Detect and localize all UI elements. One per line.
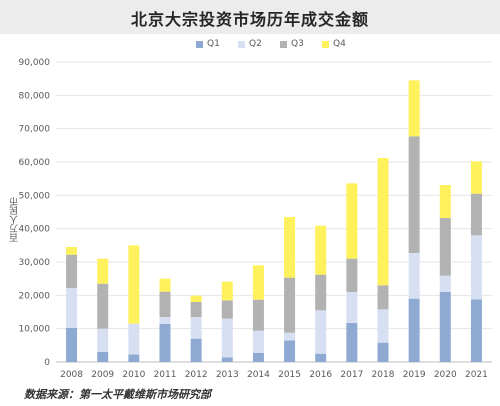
y-tick-label: 20,000 <box>19 291 51 301</box>
x-tick-label: 2009 <box>91 370 114 380</box>
bar-segment-q2-2015 <box>284 332 296 341</box>
bar-segment-q2-2021 <box>470 235 482 300</box>
x-tick-label: 2015 <box>278 370 301 380</box>
legend-item-q1: Q1 <box>196 38 220 50</box>
bar-segment-q3-2008 <box>66 254 78 288</box>
bar-segment-q4-2016 <box>315 225 327 275</box>
legend-swatch <box>196 40 203 48</box>
bar-segment-q2-2016 <box>315 310 327 354</box>
bar-segment-q2-2019 <box>408 253 420 299</box>
bar-segment-q3-2011 <box>159 291 171 317</box>
bar-segment-q2-2010 <box>128 323 140 355</box>
legend-swatch <box>280 40 287 48</box>
bar-segment-q1-2010 <box>128 354 140 362</box>
bar-segment-q4-2021 <box>470 161 482 194</box>
bar-segment-q2-2011 <box>159 317 171 324</box>
bar-segment-q1-2020 <box>439 292 451 362</box>
y-tick-label: 70,000 <box>19 125 51 135</box>
bar-segment-q4-2020 <box>439 185 451 218</box>
y-tick-label: 50,000 <box>19 191 51 201</box>
bar-segment-q1-2008 <box>66 328 78 362</box>
bar-segment-q4-2010 <box>128 245 140 324</box>
y-tick-label: 0 <box>44 358 50 368</box>
bar-segment-q3-2021 <box>470 193 482 236</box>
bar-segment-q4-2013 <box>221 281 233 301</box>
y-tick-label: 40,000 <box>19 225 51 235</box>
bar-segment-q2-2012 <box>190 317 202 339</box>
bar-segment-q4-2009 <box>97 258 109 284</box>
bar-segment-q3-2013 <box>221 300 233 319</box>
bar-segment-q3-2018 <box>377 285 389 310</box>
legend-item-q4: Q4 <box>322 38 346 50</box>
legend-item-q3: Q3 <box>280 38 304 50</box>
bar-segment-q1-2018 <box>377 342 389 362</box>
legend-label: Q4 <box>333 39 346 49</box>
x-tick-label: 2010 <box>122 370 145 380</box>
bar-segment-q3-2015 <box>284 277 296 333</box>
x-tick-label: 2017 <box>340 370 363 380</box>
bar-segment-q4-2012 <box>190 295 202 302</box>
bar-segment-q2-2020 <box>439 275 451 292</box>
x-tick-label: 2014 <box>247 370 270 380</box>
bar-segment-q4-2014 <box>252 265 264 300</box>
x-tick-label: 2016 <box>309 370 332 380</box>
bar-segment-q2-2013 <box>221 318 233 358</box>
y-tick-label: 10,000 <box>19 325 51 335</box>
bar-segment-q3-2016 <box>315 274 327 311</box>
legend-label: Q3 <box>291 39 304 49</box>
bar-segment-q4-2011 <box>159 278 171 292</box>
bar-segment-q1-2012 <box>190 338 202 362</box>
x-tick-label: 2020 <box>434 370 457 380</box>
title-bar <box>0 0 500 34</box>
bar-segment-q2-2018 <box>377 309 389 343</box>
x-tick-label: 2008 <box>60 370 83 380</box>
legend-item-q2: Q2 <box>238 38 262 50</box>
x-tick-label: 2021 <box>465 370 488 380</box>
chart-title: 北京大宗投资市场历年成交金额 <box>130 10 369 29</box>
bar-segment-q1-2017 <box>346 323 358 362</box>
y-tick-label: 90,000 <box>19 58 51 68</box>
bar-segment-q2-2009 <box>97 328 109 352</box>
x-tick-label: 2019 <box>403 370 426 380</box>
bar-segment-q3-2012 <box>190 302 202 317</box>
bar-segment-q1-2009 <box>97 352 109 362</box>
bar-segment-q3-2020 <box>439 218 451 276</box>
source-note: 数据来源：第一太平戴维斯市场研究部 <box>24 388 211 401</box>
y-tick-label: 30,000 <box>19 258 51 268</box>
x-tick-label: 2011 <box>154 370 177 380</box>
bar-segment-q3-2014 <box>252 299 264 331</box>
bar-segment-q2-2017 <box>346 292 358 323</box>
bar-segment-q1-2021 <box>470 299 482 362</box>
bar-segment-q4-2019 <box>408 80 420 137</box>
bar-segment-q1-2019 <box>408 298 420 362</box>
legend: Q1 Q2 Q3 Q4 <box>0 38 500 52</box>
bar-segment-q2-2014 <box>252 330 264 353</box>
y-tick-label: 60,000 <box>19 158 51 168</box>
y-axis-label: 百万人民币 <box>10 197 20 243</box>
legend-swatch <box>322 40 329 48</box>
legend-swatch <box>238 40 245 48</box>
x-tick-label: 2018 <box>372 370 395 380</box>
bar-segment-q3-2019 <box>408 136 420 253</box>
bar-segment-q1-2011 <box>159 324 171 362</box>
bar-segment-q3-2009 <box>97 283 109 329</box>
bar-segment-q1-2013 <box>221 357 233 362</box>
y-tick-label: 80,000 <box>19 91 51 101</box>
bar-segment-q4-2015 <box>284 217 296 278</box>
legend-label: Q1 <box>207 39 220 49</box>
bar-segment-q1-2016 <box>315 353 327 362</box>
bar-segment-q4-2008 <box>66 247 78 255</box>
x-tick-label: 2012 <box>185 370 208 380</box>
bar-segment-q2-2008 <box>66 288 78 328</box>
x-tick-label: 2013 <box>216 370 239 380</box>
legend-label: Q2 <box>249 39 262 49</box>
bar-segment-q1-2014 <box>252 353 264 362</box>
bar-segment-q4-2018 <box>377 158 389 286</box>
bar-segment-q1-2015 <box>284 340 296 362</box>
bar-segment-q4-2017 <box>346 183 358 259</box>
bar-segment-q3-2017 <box>346 258 358 292</box>
